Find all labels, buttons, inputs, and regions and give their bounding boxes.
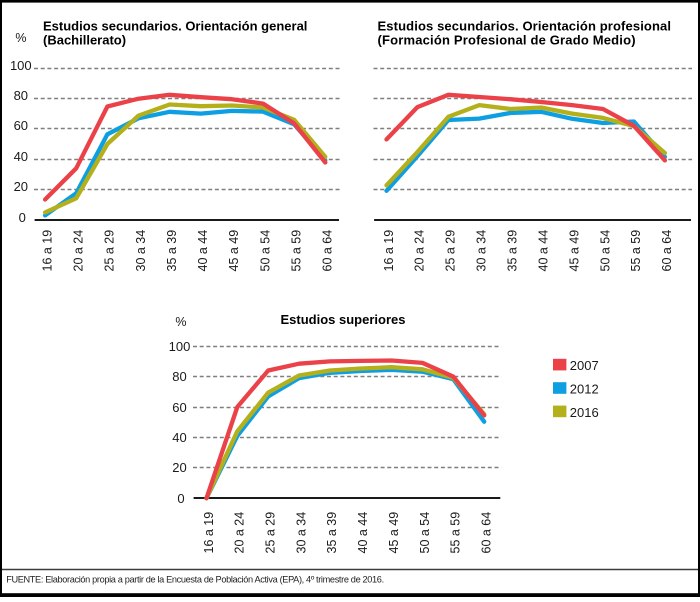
svg-text:50 a 54: 50 a 54	[258, 230, 272, 272]
svg-text:2007: 2007	[570, 358, 599, 373]
svg-text:35 a 39: 35 a 39	[165, 230, 179, 272]
svg-text:40: 40	[14, 149, 28, 164]
svg-text:16 a 19: 16 a 19	[202, 512, 216, 554]
svg-text:80: 80	[14, 88, 28, 103]
svg-text:25 a 29: 25 a 29	[103, 230, 117, 272]
svg-text:2012: 2012	[570, 382, 599, 397]
svg-text:Estudios superiores: Estudios superiores	[281, 312, 406, 327]
svg-text:45 a 49: 45 a 49	[227, 230, 241, 272]
svg-text:Estudios secundarios. Orientac: Estudios secundarios. Orientación genera…	[43, 19, 307, 34]
svg-text:55 a 59: 55 a 59	[289, 230, 303, 272]
svg-text:25 a 29: 25 a 29	[444, 230, 458, 272]
svg-text:16 a 19: 16 a 19	[40, 230, 54, 272]
svg-text:(Formación Profesional de Grad: (Formación Profesional de Grado Medio)	[378, 33, 636, 48]
svg-text:16 a 19: 16 a 19	[382, 230, 396, 272]
svg-text:FUENTE: Elaboración propia a p: FUENTE: Elaboración propia a partir de l…	[6, 575, 384, 585]
svg-text:40: 40	[172, 430, 186, 445]
svg-text:0: 0	[177, 491, 184, 506]
svg-text:20 a 24: 20 a 24	[413, 230, 427, 272]
svg-text:35 a 39: 35 a 39	[325, 512, 339, 554]
svg-text:60 a 64: 60 a 64	[480, 512, 494, 554]
svg-text:45 a 49: 45 a 49	[387, 512, 401, 554]
svg-text:80: 80	[172, 369, 186, 384]
svg-text:50 a 54: 50 a 54	[598, 230, 612, 272]
svg-text:60: 60	[14, 118, 28, 133]
svg-text:100: 100	[169, 339, 191, 354]
svg-text:20: 20	[172, 460, 186, 475]
svg-text:45 a 49: 45 a 49	[567, 230, 581, 272]
svg-text:30 a 34: 30 a 34	[134, 230, 148, 272]
svg-text:60 a 64: 60 a 64	[660, 230, 674, 272]
svg-text:25 a 29: 25 a 29	[264, 512, 278, 554]
svg-text:20: 20	[14, 179, 28, 194]
svg-text:100: 100	[10, 58, 32, 73]
svg-text:2016: 2016	[570, 405, 599, 420]
svg-text:(Bachillerato): (Bachillerato)	[43, 33, 126, 48]
svg-text:40 a 44: 40 a 44	[196, 230, 210, 272]
svg-text:0: 0	[19, 210, 26, 225]
svg-text:50 a 54: 50 a 54	[418, 512, 432, 554]
svg-text:60 a 64: 60 a 64	[321, 230, 335, 272]
svg-text:60: 60	[172, 400, 186, 415]
svg-text:Estudios secundarios. Orientac: Estudios secundarios. Orientación profes…	[378, 19, 672, 34]
svg-text:35 a 39: 35 a 39	[506, 230, 520, 272]
svg-text:%: %	[15, 31, 26, 45]
svg-text:55 a 59: 55 a 59	[629, 230, 643, 272]
svg-text:55 a 59: 55 a 59	[449, 512, 463, 554]
svg-text:30 a 34: 30 a 34	[294, 512, 308, 554]
svg-text:20 a 24: 20 a 24	[233, 512, 247, 554]
svg-text:40 a 44: 40 a 44	[536, 230, 550, 272]
svg-text:20 a 24: 20 a 24	[72, 230, 86, 272]
svg-text:40 a 44: 40 a 44	[356, 512, 370, 554]
svg-text:%: %	[175, 315, 186, 329]
svg-text:30 a 34: 30 a 34	[475, 230, 489, 272]
